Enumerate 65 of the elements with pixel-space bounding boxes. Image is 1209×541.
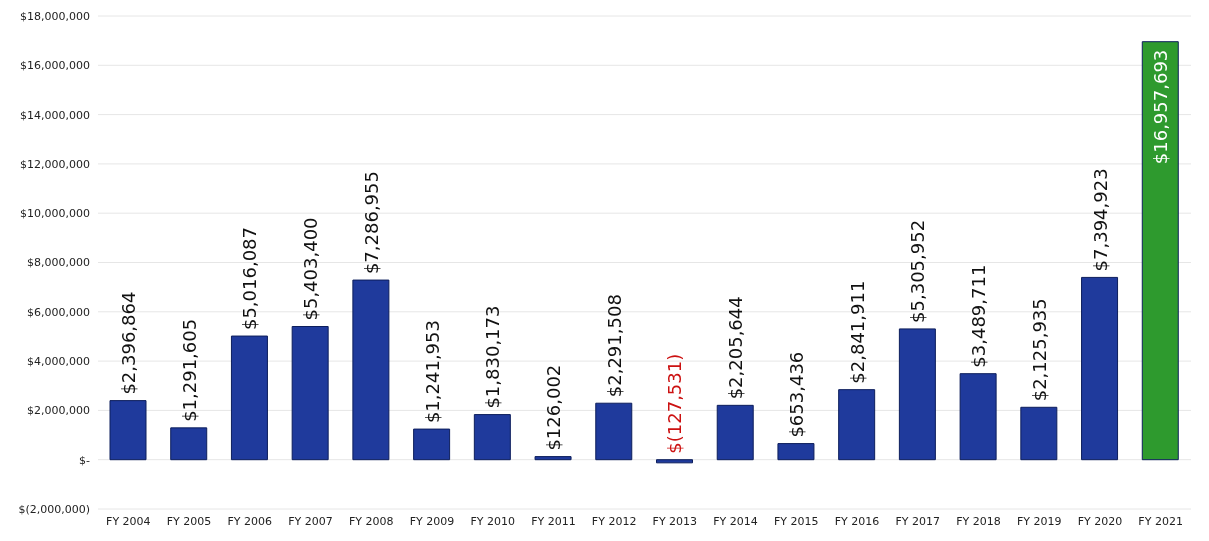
x-tick-label: FY 2012 <box>591 514 637 528</box>
x-tick-label: FY 2015 <box>774 514 819 528</box>
x-tick-label: FY 2010 <box>470 514 515 528</box>
data-label: $126,002 <box>543 364 565 451</box>
bar <box>959 373 997 461</box>
data-label: $653,436 <box>785 351 807 438</box>
data-label: $7,286,955 <box>360 171 382 275</box>
x-tick-label: FY 2009 <box>409 514 455 528</box>
data-label: $5,403,400 <box>300 217 322 321</box>
bar <box>109 400 147 461</box>
data-label: $5,305,952 <box>907 219 929 323</box>
y-tick-label: $16,000,000 <box>20 59 90 73</box>
data-label: $2,841,911 <box>846 280 868 384</box>
x-tick-label: FY 2006 <box>227 514 273 528</box>
data-label: $3,489,711 <box>968 264 990 368</box>
x-tick-label: FY 2007 <box>288 514 333 528</box>
bar <box>595 402 633 461</box>
bar <box>170 427 208 461</box>
data-label: $2,205,644 <box>725 296 747 400</box>
x-tick-label: FY 2018 <box>956 514 1001 528</box>
data-label: $(127,531) <box>664 353 686 454</box>
data-label: $16,957,693 <box>1150 49 1172 165</box>
bar <box>777 443 815 461</box>
x-tick-label: FY 2004 <box>106 514 151 528</box>
data-label: $1,241,953 <box>421 320 443 424</box>
data-label: $2,291,508 <box>603 294 625 398</box>
bar <box>473 414 511 461</box>
data-label: $7,394,923 <box>1089 168 1111 272</box>
y-tick-label: $12,000,000 <box>20 157 90 171</box>
y-tick-label: $14,000,000 <box>20 108 90 122</box>
x-tick-label: FY 2019 <box>1016 514 1062 528</box>
y-tick-label: $10,000,000 <box>20 207 90 221</box>
y-tick-label: $2,000,000 <box>27 404 90 418</box>
data-label: $1,830,173 <box>482 305 504 409</box>
y-tick-label: $4,000,000 <box>27 355 90 369</box>
x-tick-label: FY 2013 <box>652 514 698 528</box>
x-tick-label: FY 2011 <box>531 514 576 528</box>
x-tick-label: FY 2016 <box>834 514 880 528</box>
y-tick-label: $- <box>79 453 91 467</box>
y-tick-label: $(2,000,000) <box>18 502 90 516</box>
bar <box>413 428 451 461</box>
x-tick-label: FY 2008 <box>348 514 394 528</box>
bar <box>352 279 390 461</box>
y-tick-label: $8,000,000 <box>27 256 90 270</box>
bar <box>898 328 936 461</box>
bar <box>1020 406 1058 461</box>
bar <box>1081 276 1119 461</box>
bar <box>656 459 693 464</box>
data-label: $1,291,605 <box>178 318 200 422</box>
bar <box>534 456 572 461</box>
y-tick-label: $6,000,000 <box>27 305 90 319</box>
data-label: $2,125,935 <box>1028 298 1050 402</box>
data-label: $5,016,087 <box>239 226 261 331</box>
x-tick-label: FY 2017 <box>895 514 941 528</box>
x-tick-label: FY 2020 <box>1077 514 1123 528</box>
bar <box>291 326 329 461</box>
bar <box>230 335 268 461</box>
x-tick-label: FY 2021 <box>1138 514 1183 528</box>
x-tick-label: FY 2014 <box>713 514 758 528</box>
data-label: $2,396,864 <box>118 291 139 395</box>
x-tick-label: FY 2005 <box>166 514 212 528</box>
bar <box>716 404 754 461</box>
bar <box>1141 41 1179 461</box>
y-tick-label: $18,000,000 <box>20 9 90 23</box>
bar <box>838 389 876 461</box>
